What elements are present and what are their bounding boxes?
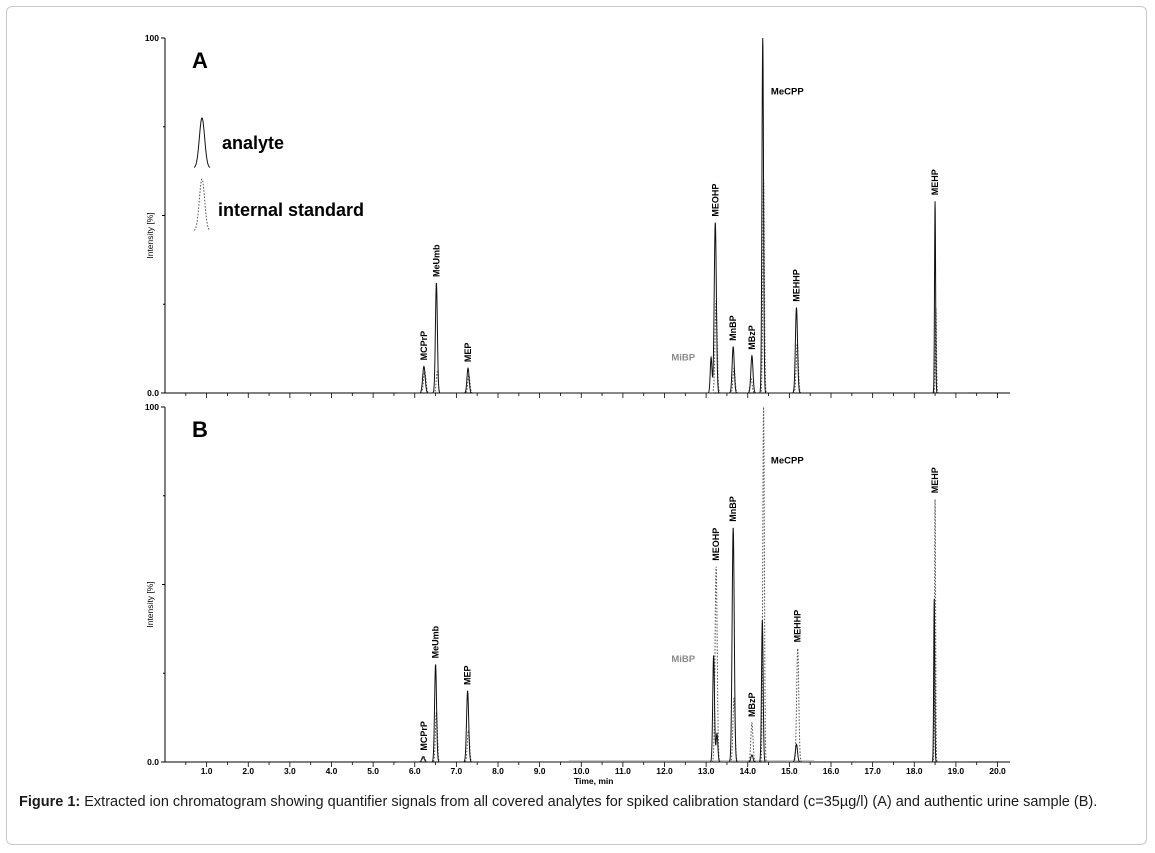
x-tick-label: 4.0 — [326, 766, 338, 776]
y-axis-label: Intensity [%] — [145, 212, 155, 258]
peak-label: MEHHP — [793, 610, 803, 643]
x-axis-label: Time, min — [574, 776, 614, 786]
peak-label: MCPrP — [419, 331, 429, 361]
x-tick-label: 6.0 — [409, 766, 421, 776]
y-axis-label: Intensity [%] — [145, 581, 155, 627]
legend: analyte internal standard — [193, 117, 364, 231]
x-tick-label: 16.0 — [823, 766, 840, 776]
x-tick-label: 11.0 — [615, 766, 631, 776]
internal-standard-trace — [398, 406, 969, 763]
x-tick-label: 3.0 — [284, 766, 296, 776]
x-tick-label: 14.0 — [739, 766, 756, 776]
y-tick-label: 100 — [145, 33, 159, 43]
y-tick-label: 100 — [145, 402, 159, 412]
peak-label: MCPrP — [419, 721, 429, 751]
chromatogram-chart: 100 0.0 Intensity [%] A MCPrP MeUmb MEP MiBP MEO… — [145, 33, 1010, 786]
peak-label: MeCPP — [771, 455, 804, 466]
legend-analyte-swatch — [193, 117, 211, 168]
peak-label: MiBP — [671, 654, 695, 665]
x-tick-label: 8.0 — [492, 766, 504, 776]
x-tick-label: 5.0 — [367, 766, 379, 776]
x-tick-label: 12.0 — [656, 766, 673, 776]
analyte-trace — [398, 37, 969, 394]
x-tick-label: 7.0 — [450, 766, 462, 776]
figure-caption: Figure 1: Extracted ion chromatogram sho… — [19, 793, 1139, 812]
x-tick-label: 13.0 — [698, 766, 715, 776]
peak-label: MEOHP — [711, 528, 721, 561]
x-tick-label: 2.0 — [242, 766, 254, 776]
peak-label: MBzP — [747, 325, 757, 350]
peak-label: MEHHP — [791, 269, 801, 302]
peak-label: MBzP — [747, 692, 757, 717]
peak-label: MEHP — [930, 169, 940, 195]
peak-label: MEHP — [930, 467, 940, 493]
peak-label: MiBP — [671, 353, 695, 364]
peak-label: MEOHP — [710, 184, 720, 217]
peak-label: MEP — [463, 665, 473, 685]
panel-a: 100 0.0 Intensity [%] A MCPrP MeUmb MEP MiBP MEO… — [145, 33, 1010, 398]
peak-label: MeUmb — [431, 244, 441, 277]
x-tick-label: 20.0 — [989, 766, 1006, 776]
x-tick-label: 19.0 — [948, 766, 965, 776]
peak-label: MEP — [463, 343, 473, 363]
analyte-trace — [398, 527, 969, 763]
x-tick-label: 17.0 — [864, 766, 881, 776]
legend-istd-swatch — [193, 178, 211, 231]
panel-b: 100 0.0 Intensity [%] 1.0 2.0 3.0 4.0 5.0 6.0 7.0… — [145, 402, 1010, 786]
caption-text: Extracted ion chromatogram showing quant… — [80, 794, 1098, 810]
y-tick-label: 0.0 — [147, 757, 159, 767]
x-tick-label: 9.0 — [534, 766, 546, 776]
peak-label: MnBP — [728, 496, 738, 522]
peak-label: MnBP — [728, 315, 738, 341]
legend-analyte-label: analyte — [222, 133, 284, 153]
x-tick-label: 10.0 — [573, 766, 590, 776]
x-tick-label: 1.0 — [201, 766, 213, 776]
caption-label: Figure 1: — [19, 794, 81, 810]
figure-frame — [6, 6, 1147, 845]
panel-label: A — [192, 48, 208, 73]
legend-istd-label: internal standard — [218, 200, 364, 220]
panel-label: B — [192, 417, 208, 442]
x-tick-label: 18.0 — [906, 766, 923, 776]
x-tick-label: 15.0 — [781, 766, 798, 776]
peak-label: MeCPP — [771, 86, 804, 97]
peak-label: MeUmb — [431, 625, 441, 658]
y-tick-label: 0.0 — [147, 388, 159, 398]
